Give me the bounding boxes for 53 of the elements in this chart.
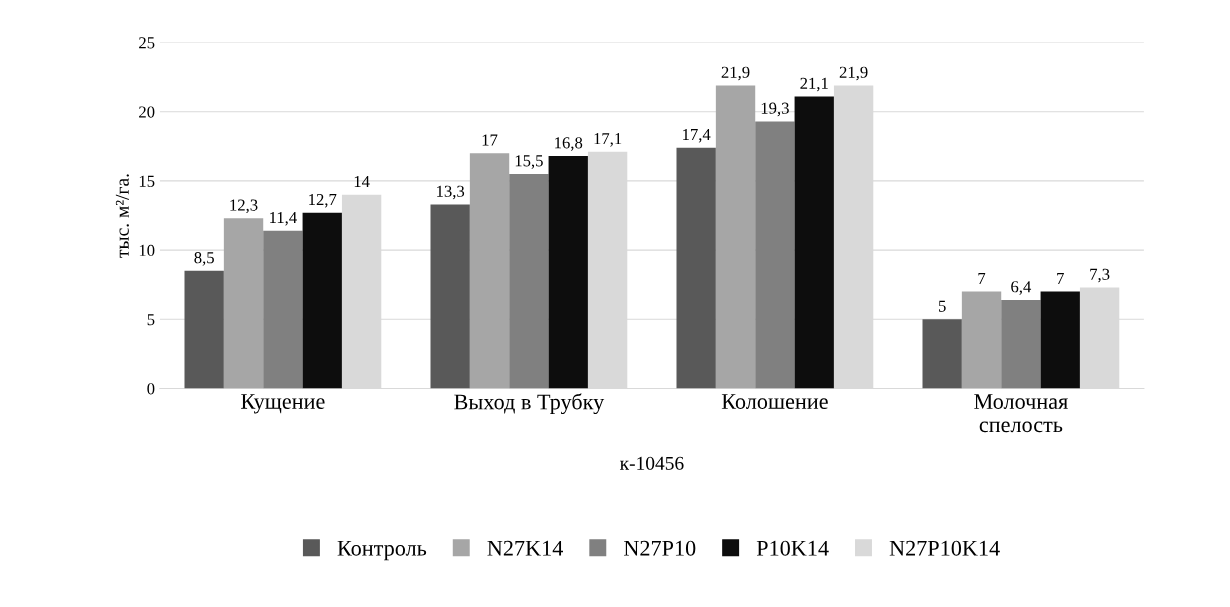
data-label: 7 bbox=[978, 272, 986, 284]
bar bbox=[223, 218, 264, 389]
x-axis-title: к-10456 bbox=[619, 456, 684, 470]
data-label: 15,5 bbox=[515, 155, 543, 169]
data-label: 5 bbox=[938, 300, 946, 312]
data-label: 17,1 bbox=[594, 133, 622, 147]
data-label: 8,5 bbox=[194, 252, 214, 266]
y-axis-title: тыс. м²/га. bbox=[115, 174, 129, 258]
y-tick-label: 5 bbox=[147, 314, 155, 326]
data-label: 17 bbox=[482, 134, 498, 146]
bar bbox=[961, 291, 1002, 389]
y-tick-label: 25 bbox=[139, 37, 155, 49]
y-tick-label: 0 bbox=[147, 383, 155, 395]
bar bbox=[1001, 299, 1041, 389]
legend-label: N27K14 bbox=[487, 540, 563, 556]
bar bbox=[263, 230, 303, 389]
x-tick-label: Молочная спелость bbox=[974, 394, 1068, 433]
legend-label: Контроль bbox=[337, 540, 427, 561]
bar bbox=[755, 121, 795, 389]
data-label: 7 bbox=[1057, 272, 1064, 284]
legend-label: N27P10K14 bbox=[889, 540, 1000, 556]
y-tick-label: 10 bbox=[139, 244, 155, 257]
x-tick-label: Выход в Трубку bbox=[454, 393, 605, 415]
bar bbox=[548, 155, 588, 389]
data-label: 17,4 bbox=[683, 128, 711, 143]
legend-label: P10K14 bbox=[756, 540, 829, 556]
data-label: 21,9 bbox=[721, 66, 750, 81]
bar bbox=[715, 85, 756, 389]
bar bbox=[509, 173, 549, 389]
data-label: 21,1 bbox=[800, 77, 828, 92]
bar bbox=[922, 319, 962, 389]
bar bbox=[430, 204, 470, 389]
bar bbox=[302, 212, 342, 389]
x-tick-label: Колошение bbox=[721, 394, 828, 409]
y-tick-label: 15 bbox=[139, 175, 155, 187]
data-label: 13,3 bbox=[437, 185, 465, 200]
bar bbox=[1040, 291, 1080, 389]
bar bbox=[794, 96, 834, 389]
data-label: 12,3 bbox=[230, 199, 258, 214]
data-label: 11,4 bbox=[270, 211, 297, 226]
data-label: 21,9 bbox=[839, 66, 868, 81]
data-label: 19,3 bbox=[761, 102, 789, 117]
bar bbox=[676, 147, 716, 389]
legend-label: N27P10 bbox=[623, 540, 696, 556]
bar bbox=[469, 153, 510, 389]
data-label: 7,3 bbox=[1090, 268, 1110, 283]
data-label: 14 bbox=[354, 176, 370, 188]
y-tick-label: 20 bbox=[139, 106, 155, 118]
data-label: 16,8 bbox=[555, 137, 583, 151]
data-label: 12,7 bbox=[309, 193, 337, 208]
bar bbox=[184, 270, 224, 389]
x-tick-label: Кущение bbox=[241, 394, 325, 414]
data-label: 6,4 bbox=[1011, 281, 1032, 295]
